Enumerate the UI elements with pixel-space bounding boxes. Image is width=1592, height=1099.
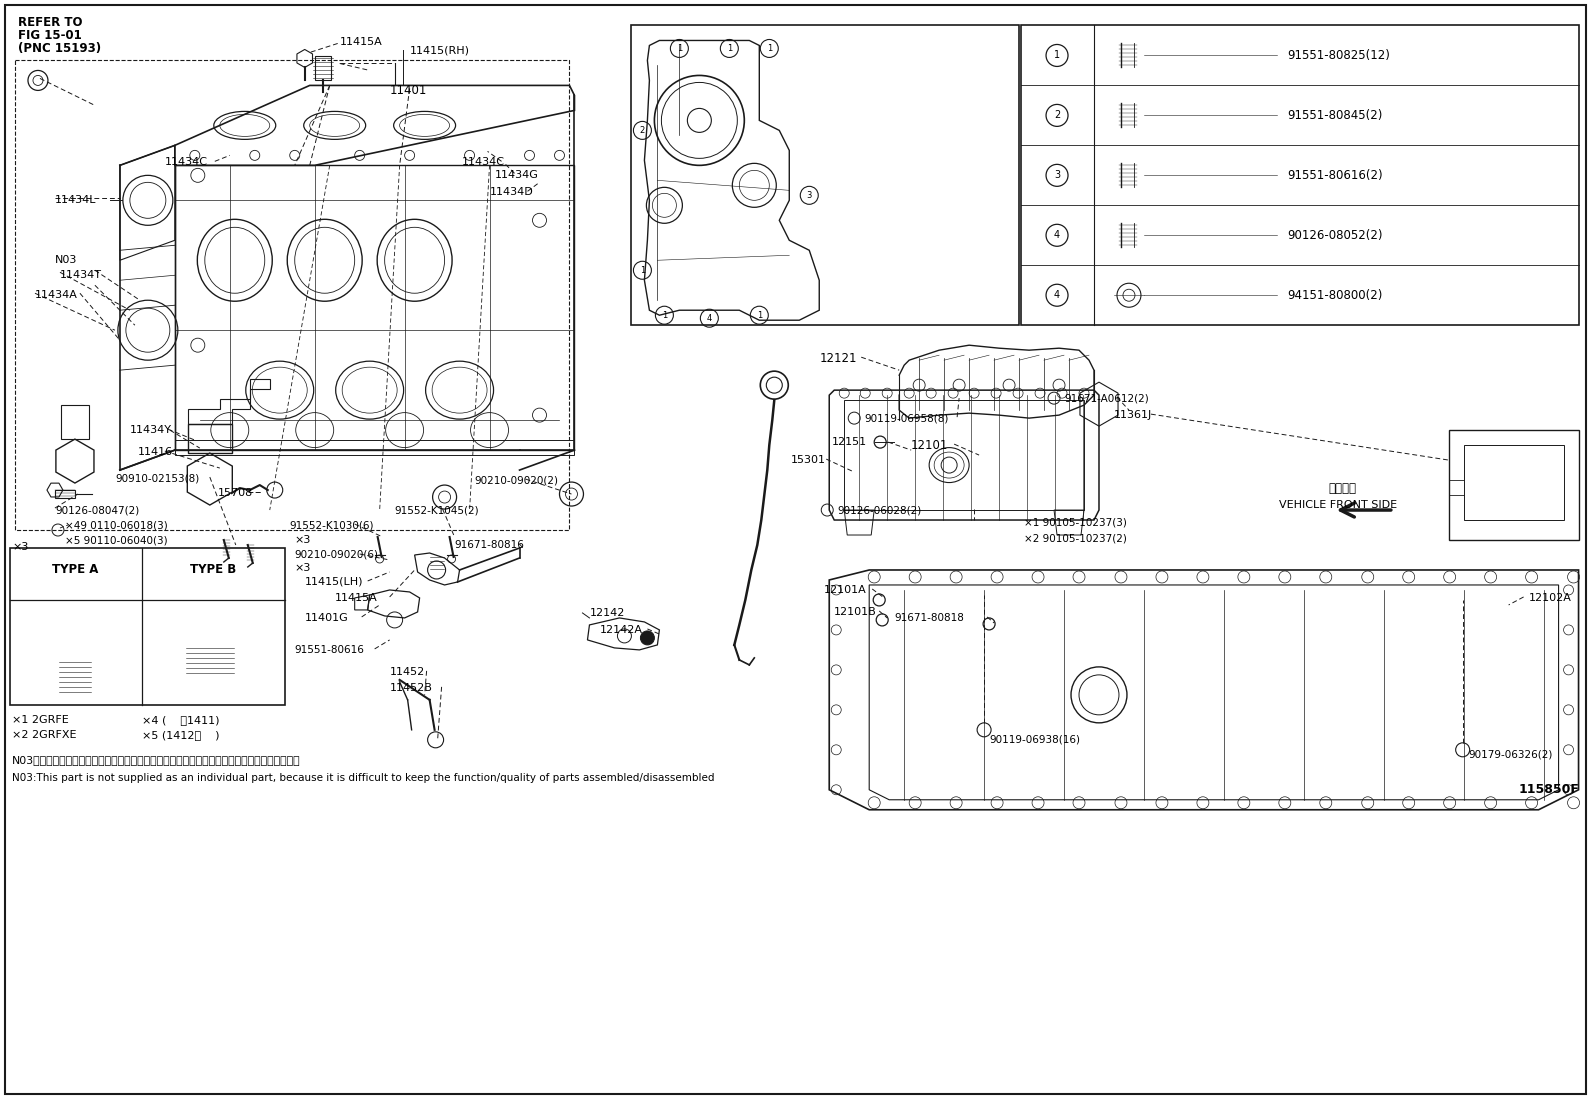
Text: 11415(RH): 11415(RH) <box>409 45 470 55</box>
Text: 90126-08052(2): 90126-08052(2) <box>1286 229 1382 242</box>
Text: 11415A: 11415A <box>334 593 377 603</box>
Text: 90910-02153(8): 90910-02153(8) <box>115 473 199 484</box>
Text: 1: 1 <box>662 311 667 320</box>
Text: 90210-09020(6): 90210-09020(6) <box>295 550 379 560</box>
Text: ×3: ×3 <box>295 535 310 545</box>
Text: 91551-80616: 91551-80616 <box>295 645 365 655</box>
Text: N03: N03 <box>56 255 78 265</box>
Text: 91671-A0612(2): 91671-A0612(2) <box>1063 393 1149 403</box>
Text: 11434C: 11434C <box>166 157 209 167</box>
Text: 4: 4 <box>1054 231 1060 241</box>
Text: 3: 3 <box>1054 170 1060 180</box>
Text: 11434Y: 11434Y <box>131 425 172 435</box>
Text: 11401: 11401 <box>390 84 427 97</box>
Text: 2: 2 <box>1054 110 1060 121</box>
Text: TYPE A: TYPE A <box>53 564 99 577</box>
Text: 15708: 15708 <box>218 488 253 498</box>
Text: 15301: 15301 <box>791 455 826 465</box>
Text: 91671-80818: 91671-80818 <box>895 613 965 623</box>
Text: 12101B: 12101B <box>834 607 877 617</box>
Text: 115850F: 115850F <box>1519 784 1579 797</box>
Text: REFER TO: REFER TO <box>18 16 83 29</box>
Text: 12151: 12151 <box>833 437 868 447</box>
Text: 4: 4 <box>1054 290 1060 300</box>
Text: ×4 (    ～1411): ×4 ( ～1411) <box>142 714 220 725</box>
Text: ×5 90110-06040(3): ×5 90110-06040(3) <box>65 535 167 545</box>
Bar <box>1449 430 1579 540</box>
Text: 11452: 11452 <box>390 667 425 677</box>
Text: 91551-80845(2): 91551-80845(2) <box>1286 109 1382 122</box>
Text: ×1 90105-10237(3): ×1 90105-10237(3) <box>1024 517 1127 528</box>
Text: 11415(LH): 11415(LH) <box>304 577 363 587</box>
Text: 11434D: 11434D <box>490 187 533 198</box>
Text: 12121: 12121 <box>820 352 856 365</box>
Bar <box>632 25 1019 325</box>
Text: 12101: 12101 <box>911 439 949 452</box>
Text: 90179-06326(2): 90179-06326(2) <box>1469 750 1554 759</box>
Text: 2: 2 <box>640 126 645 135</box>
Text: N03：この部品は、分解・組付け後の性能・品質確保が困難なため、単品では補給していません: N03：この部品は、分解・組付け後の性能・品質確保が困難なため、単品では補給して… <box>13 755 301 765</box>
Circle shape <box>640 631 654 645</box>
Text: 91551-80825(12): 91551-80825(12) <box>1286 49 1390 62</box>
Text: 12102A: 12102A <box>1528 593 1571 603</box>
Text: ×2 90105-10237(2): ×2 90105-10237(2) <box>1024 533 1127 543</box>
Text: 11361J: 11361J <box>1114 410 1153 420</box>
Text: 90119-06958(8): 90119-06958(8) <box>864 413 949 423</box>
Text: 1: 1 <box>640 266 645 275</box>
Text: ×1 2GRFE: ×1 2GRFE <box>13 714 68 725</box>
Text: 11416: 11416 <box>139 447 174 457</box>
Text: 11434T: 11434T <box>60 270 102 280</box>
Text: VEHICLE FRONT SIDE: VEHICLE FRONT SIDE <box>1278 500 1396 510</box>
Text: 1: 1 <box>756 311 763 320</box>
Text: 94151-80800(2): 94151-80800(2) <box>1286 289 1382 302</box>
Text: 11401G: 11401G <box>304 613 349 623</box>
Text: 12101A: 12101A <box>825 585 868 595</box>
Text: 11452B: 11452B <box>390 682 433 692</box>
Text: FIG 15-01: FIG 15-01 <box>18 29 81 42</box>
Text: 91551-80616(2): 91551-80616(2) <box>1286 169 1382 181</box>
Text: ×5 (1412～    ): ×5 (1412～ ) <box>142 730 220 740</box>
Text: 91552-K1045(2): 91552-K1045(2) <box>395 506 479 515</box>
Text: 11434A: 11434A <box>35 290 78 300</box>
Text: ×2 2GRFXE: ×2 2GRFXE <box>13 730 76 740</box>
Bar <box>10 548 285 704</box>
Text: 1: 1 <box>767 44 772 53</box>
Text: 90126-06028(2): 90126-06028(2) <box>837 506 922 515</box>
Text: ×3: ×3 <box>295 563 310 573</box>
Text: (PNC 15193): (PNC 15193) <box>18 42 102 55</box>
Text: 1: 1 <box>1054 51 1060 60</box>
Text: 91552-K1030(6): 91552-K1030(6) <box>290 520 374 530</box>
Text: 11434C: 11434C <box>462 157 505 167</box>
Text: 3: 3 <box>807 191 812 200</box>
Text: 11434L: 11434L <box>56 196 97 206</box>
Text: 12142A: 12142A <box>600 625 643 635</box>
Text: 90119-06938(16): 90119-06938(16) <box>989 735 1079 745</box>
Text: 91671-80816: 91671-80816 <box>455 540 524 550</box>
Text: 車両前方: 車両前方 <box>1329 481 1356 495</box>
Text: 90126-08047(2): 90126-08047(2) <box>56 506 139 515</box>
Text: 11434G: 11434G <box>495 170 538 180</box>
Text: 4: 4 <box>707 313 712 323</box>
Text: 90210-09020(2): 90210-09020(2) <box>474 475 559 485</box>
Text: 12142: 12142 <box>589 608 624 618</box>
Text: 11415A: 11415A <box>339 37 382 47</box>
Text: 1: 1 <box>677 44 681 53</box>
Text: ×3: ×3 <box>13 542 29 552</box>
Text: N03:This part is not supplied as an individual part, because it is difficult to : N03:This part is not supplied as an indi… <box>13 773 715 782</box>
Bar <box>1020 25 1579 325</box>
Text: TYPE B: TYPE B <box>189 564 236 577</box>
Text: ×49 0110-06018(3): ×49 0110-06018(3) <box>65 520 167 530</box>
Text: 1: 1 <box>726 44 732 53</box>
